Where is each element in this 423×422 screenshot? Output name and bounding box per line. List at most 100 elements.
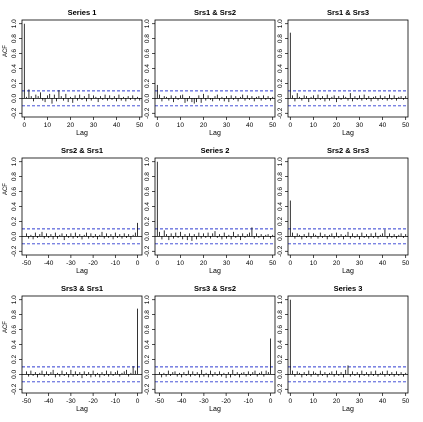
x-tick-label: -40 xyxy=(44,398,54,405)
y-tick-label: 0.0 xyxy=(11,231,18,240)
y-tick-label: 0.4 xyxy=(144,202,151,211)
acf-panel: Srs1 & Srs2 0 10 20 30 40 50 -0.2 0.0 0.2 0.4 0.6 0.… xyxy=(144,8,277,137)
y-axis-label: ACF xyxy=(3,321,9,333)
y-tick-label: 0.2 xyxy=(277,217,284,226)
acf-panel: Series 2 0 10 20 30 40 50 -0.2 0.0 0.2 0.4 0.6 0.8 1.… xyxy=(144,146,277,275)
x-tick-label: 40 xyxy=(379,398,387,405)
y-tick-label: 1.0 xyxy=(11,157,18,166)
x-tick-label: 40 xyxy=(246,122,254,129)
y-tick-label: 0.6 xyxy=(277,187,284,196)
y-tick-label: -0.2 xyxy=(11,245,18,257)
plot-frame xyxy=(154,19,276,118)
y-tick-label: -0.2 xyxy=(144,107,151,119)
y-tick-label: 0.4 xyxy=(11,340,18,349)
x-tick-label: -50 xyxy=(155,398,165,405)
acf-panel: Srs3 & Srs1 -50 -40 -30 -20 -10 0 -0.2 0.0 0.2 0.4… xyxy=(3,284,143,413)
panel-title: Series 2 xyxy=(201,146,230,155)
x-axis-label: Lag xyxy=(76,130,88,137)
acf-panel: Srs2 & Srs3 0 10 20 30 40 50 -0.2 0.0 0.2 0.4 0.6 0.… xyxy=(277,146,410,275)
x-axis-label: Lag xyxy=(342,406,354,413)
y-tick-label: 1.0 xyxy=(144,295,151,304)
x-tick-label: 10 xyxy=(177,122,185,129)
x-tick-label: 20 xyxy=(200,260,208,267)
acf-panel: Srs2 & Srs1 -50 -40 -30 -20 -10 0 -0.2 0.0 0.2 0.4… xyxy=(3,146,143,275)
y-tick-label: 0.4 xyxy=(144,64,151,73)
x-tick-label: 20 xyxy=(333,122,341,129)
y-tick-label: 0.2 xyxy=(11,217,18,226)
panel-title: Srs3 & Srs2 xyxy=(194,284,236,293)
y-tick-label: 0.6 xyxy=(11,325,18,334)
y-tick-label: 0.8 xyxy=(144,310,151,319)
x-tick-label: 40 xyxy=(113,122,121,129)
plot-frame xyxy=(21,295,143,394)
x-axis-label: Lag xyxy=(342,268,354,275)
plot-frame xyxy=(21,157,143,256)
plot-frame xyxy=(287,19,409,118)
y-tick-label: 0.0 xyxy=(277,369,284,378)
x-tick-label: 30 xyxy=(90,122,98,129)
y-tick-label: 0.6 xyxy=(144,187,151,196)
x-tick-label: 30 xyxy=(223,260,231,267)
x-tick-label: 30 xyxy=(356,398,364,405)
y-tick-label: 0.4 xyxy=(11,64,18,73)
plot-frame xyxy=(154,295,276,394)
y-tick-label: 0.8 xyxy=(11,310,18,319)
y-tick-label: 0.2 xyxy=(11,79,18,88)
x-tick-label: 0 xyxy=(155,260,159,267)
y-tick-label: 0.6 xyxy=(144,325,151,334)
y-tick-label: 0.0 xyxy=(144,369,151,378)
x-tick-label: 20 xyxy=(333,398,341,405)
x-tick-label: 40 xyxy=(379,260,387,267)
panel-title: Srs3 & Srs1 xyxy=(61,284,103,293)
x-tick-label: -20 xyxy=(88,398,98,405)
y-tick-label: 0.4 xyxy=(277,202,284,211)
y-tick-label: 1.0 xyxy=(144,19,151,28)
y-tick-label: 0.8 xyxy=(11,172,18,181)
x-axis-label: Lag xyxy=(209,130,221,137)
x-tick-label: 40 xyxy=(246,260,254,267)
y-tick-label: -0.2 xyxy=(277,245,284,257)
x-tick-label: -40 xyxy=(44,260,54,267)
x-tick-label: -30 xyxy=(199,398,209,405)
x-tick-label: 30 xyxy=(356,260,364,267)
plot-frame xyxy=(287,295,409,394)
x-tick-label: -10 xyxy=(111,398,121,405)
x-tick-label: 0 xyxy=(288,260,292,267)
acf-panel: Series 1 0 10 20 30 40 50 -0.2 0.0 0.2 0.4 0.6 0.8 1.… xyxy=(3,8,144,137)
y-tick-label: 0.2 xyxy=(277,355,284,364)
y-tick-label: 0.0 xyxy=(277,93,284,102)
x-tick-label: 50 xyxy=(402,122,410,129)
x-tick-label: 50 xyxy=(402,398,410,405)
y-tick-label: 1.0 xyxy=(144,157,151,166)
y-tick-label: 0.6 xyxy=(11,49,18,58)
y-tick-label: 0.4 xyxy=(277,340,284,349)
y-tick-label: 0.4 xyxy=(144,340,151,349)
y-tick-label: 0.2 xyxy=(277,79,284,88)
x-tick-label: 0 xyxy=(269,398,273,405)
x-tick-label: 50 xyxy=(136,122,144,129)
y-tick-label: -0.2 xyxy=(144,245,151,257)
y-tick-label: 0.8 xyxy=(144,172,151,181)
x-tick-label: 20 xyxy=(333,260,341,267)
y-tick-label: 0.8 xyxy=(144,34,151,43)
x-tick-label: -40 xyxy=(177,398,187,405)
x-tick-label: -50 xyxy=(22,260,32,267)
y-tick-label: 0.4 xyxy=(11,202,18,211)
acf-panel: Series 3 0 10 20 30 40 50 -0.2 0.0 0.2 0.4 0.6 0.8 1.… xyxy=(277,284,410,413)
x-axis-label: Lag xyxy=(342,130,354,137)
x-tick-label: 0 xyxy=(136,260,140,267)
plot-frame xyxy=(21,19,143,118)
y-tick-label: 0.6 xyxy=(277,325,284,334)
y-tick-label: 0.0 xyxy=(144,231,151,240)
y-tick-label: 0.8 xyxy=(277,310,284,319)
y-tick-label: 0.2 xyxy=(144,79,151,88)
x-tick-label: 40 xyxy=(379,122,387,129)
y-tick-label: 0.8 xyxy=(277,34,284,43)
plot-frame xyxy=(287,157,409,256)
y-tick-label: 1.0 xyxy=(11,295,18,304)
y-tick-label: 1.0 xyxy=(11,19,18,28)
y-tick-label: 0.2 xyxy=(144,355,151,364)
y-tick-label: 0.0 xyxy=(11,369,18,378)
x-tick-label: 10 xyxy=(310,398,318,405)
panel-title: Srs2 & Srs3 xyxy=(327,146,369,155)
